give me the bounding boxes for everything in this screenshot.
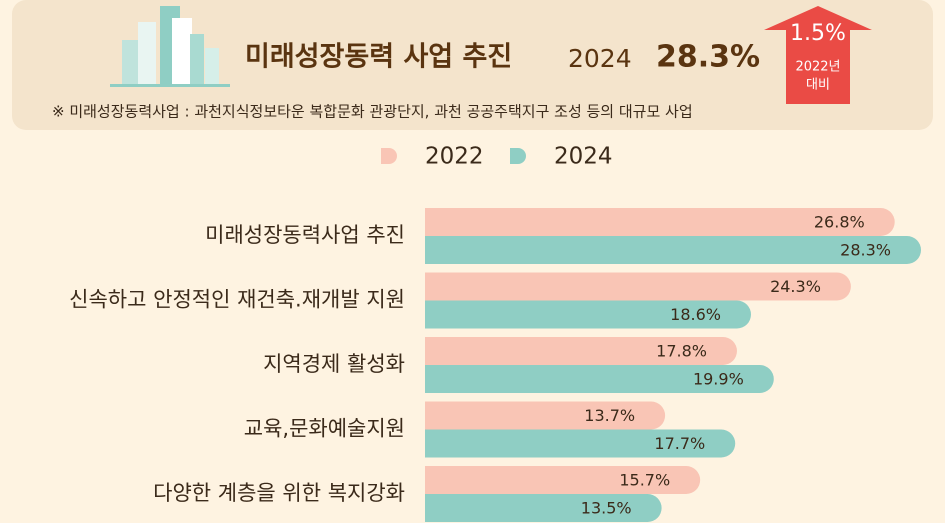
change-value: 1.5% — [790, 21, 846, 46]
category-label: 미래성장동력사업 추진 — [205, 223, 405, 247]
value-label: 28.3% — [840, 241, 891, 260]
value-label: 17.7% — [654, 434, 705, 453]
header-year: 2024 — [568, 44, 632, 73]
value-label: 15.7% — [619, 471, 670, 490]
category-label: 지역경제 활성화 — [263, 352, 405, 376]
value-label: 19.9% — [693, 370, 744, 389]
category-label: 교육,문화예술지원 — [244, 417, 405, 441]
change-note: 대비 — [806, 78, 830, 93]
infographic: 미래성장동력 사업 추진 2024 28.3% 1.5% 2022년 대비 ※ … — [0, 0, 945, 523]
header-value: 28.3% — [656, 40, 760, 75]
value-label: 17.8% — [656, 342, 707, 361]
value-label: 13.7% — [584, 406, 635, 425]
category-label: 신속하고 안정적인 재건축.재개발 지원 — [69, 288, 405, 312]
legend-label: 2024 — [554, 144, 613, 170]
value-label: 13.5% — [581, 499, 632, 518]
legend-swatch — [510, 148, 526, 164]
footnote: ※ 미래성장동력사업 : 과천지식정보타운 복합문화 관광단지, 과천 공공주택… — [52, 103, 693, 121]
legend-swatch — [381, 148, 397, 164]
legend-label: 2022 — [425, 144, 484, 170]
value-label: 24.3% — [770, 277, 821, 296]
header-title: 미래성장동력 사업 추진 — [245, 42, 512, 73]
category-label: 다양한 계층을 위한 복지강화 — [153, 481, 405, 505]
value-label: 18.6% — [670, 305, 721, 324]
value-label: 26.8% — [814, 213, 865, 232]
change-note: 2022년 — [795, 60, 840, 75]
